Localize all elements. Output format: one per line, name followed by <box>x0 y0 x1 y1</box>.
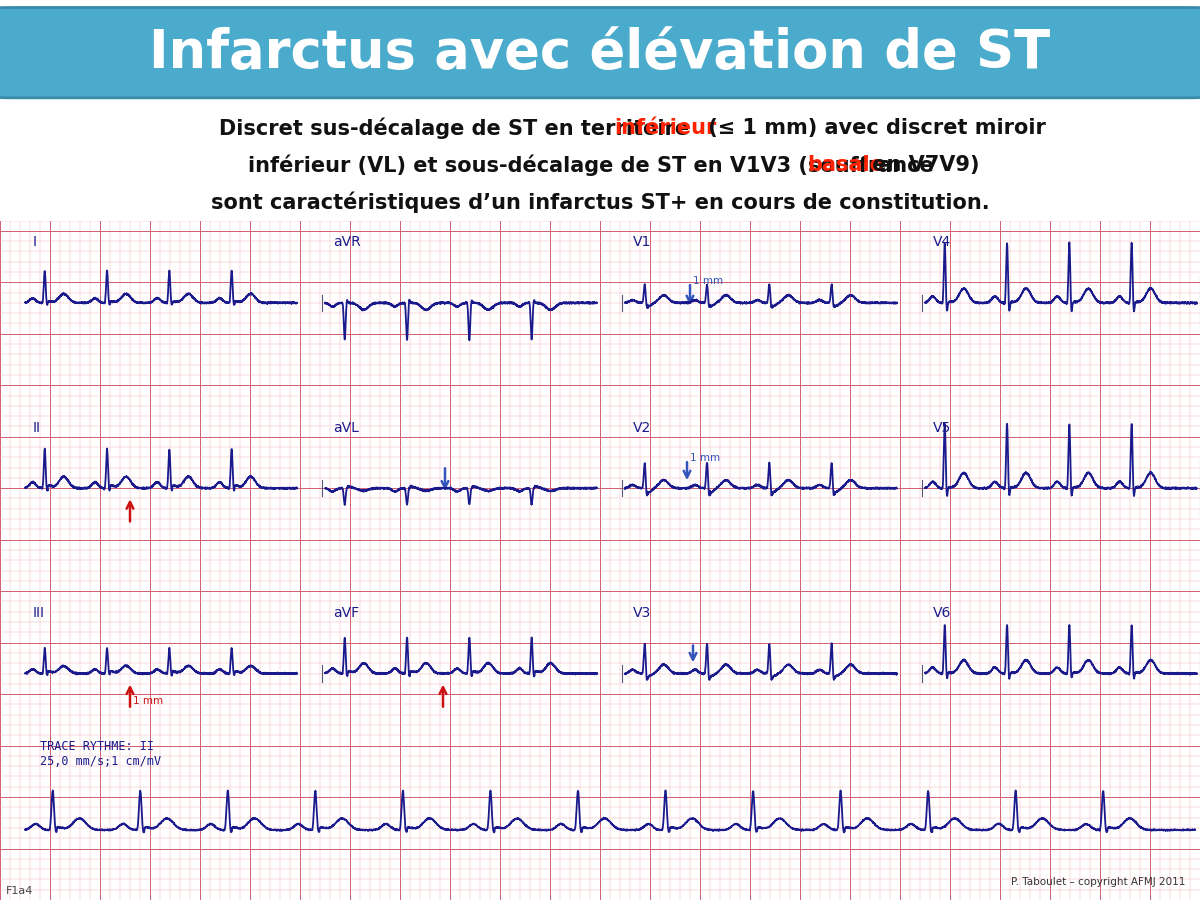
Text: aVR: aVR <box>334 235 361 249</box>
Text: 1 mm: 1 mm <box>133 697 163 706</box>
Text: V1: V1 <box>634 235 652 249</box>
Text: sont caractéristiques d’un infarctus ST+ en cours de constitution.: sont caractéristiques d’un infarctus ST+… <box>211 192 989 213</box>
Text: 1 mm: 1 mm <box>694 276 724 286</box>
Text: V3: V3 <box>634 606 652 620</box>
Text: en V7V9): en V7V9) <box>865 156 979 176</box>
Text: inférieur (VL) et sous-décalage de ST en V1V3 (souffrance: inférieur (VL) et sous-décalage de ST en… <box>248 155 941 176</box>
Text: III: III <box>34 606 46 620</box>
Text: V5: V5 <box>934 420 952 435</box>
Text: V6: V6 <box>934 606 952 620</box>
FancyBboxPatch shape <box>0 7 1200 98</box>
Text: F1a4: F1a4 <box>6 886 34 896</box>
Text: aVF: aVF <box>334 606 359 620</box>
Text: V2: V2 <box>634 420 652 435</box>
Text: V4: V4 <box>934 235 952 249</box>
Text: inférieur: inférieur <box>614 118 716 139</box>
Text: II: II <box>34 420 41 435</box>
Text: aVL: aVL <box>334 420 359 435</box>
Text: I: I <box>34 235 37 249</box>
Text: TRACE RYTHME: II
25,0 mm/s;1 cm/mV: TRACE RYTHME: II 25,0 mm/s;1 cm/mV <box>40 741 161 769</box>
Text: Infarctus avec élévation de ST: Infarctus avec élévation de ST <box>150 27 1050 78</box>
Text: Discret sus-décalage de ST en territoire: Discret sus-décalage de ST en territoire <box>220 118 696 139</box>
Text: basale: basale <box>808 156 884 176</box>
Text: P. Taboulet – copyright AFMJ 2011: P. Taboulet – copyright AFMJ 2011 <box>1010 877 1186 886</box>
Text: 1 mm: 1 mm <box>690 454 720 464</box>
Text: (≤ 1 mm) avec discret miroir: (≤ 1 mm) avec discret miroir <box>701 118 1046 139</box>
